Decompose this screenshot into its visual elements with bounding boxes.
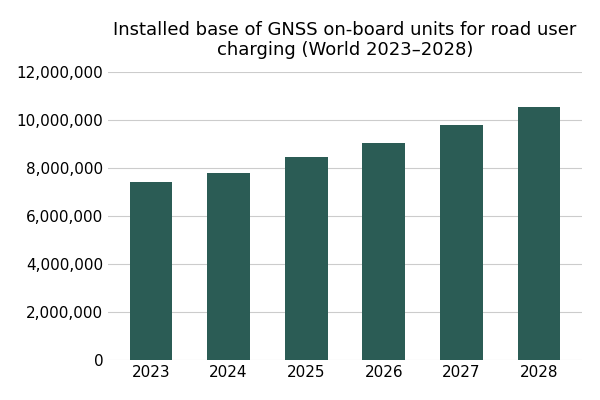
Bar — [362, 143, 405, 360]
Bar — [518, 107, 560, 360]
Bar — [285, 157, 328, 360]
Bar — [207, 173, 250, 360]
Bar — [130, 182, 172, 360]
Bar — [440, 125, 483, 360]
Title: Installed base of GNSS on-board units for road user
charging (World 2023–2028): Installed base of GNSS on-board units fo… — [113, 20, 577, 59]
